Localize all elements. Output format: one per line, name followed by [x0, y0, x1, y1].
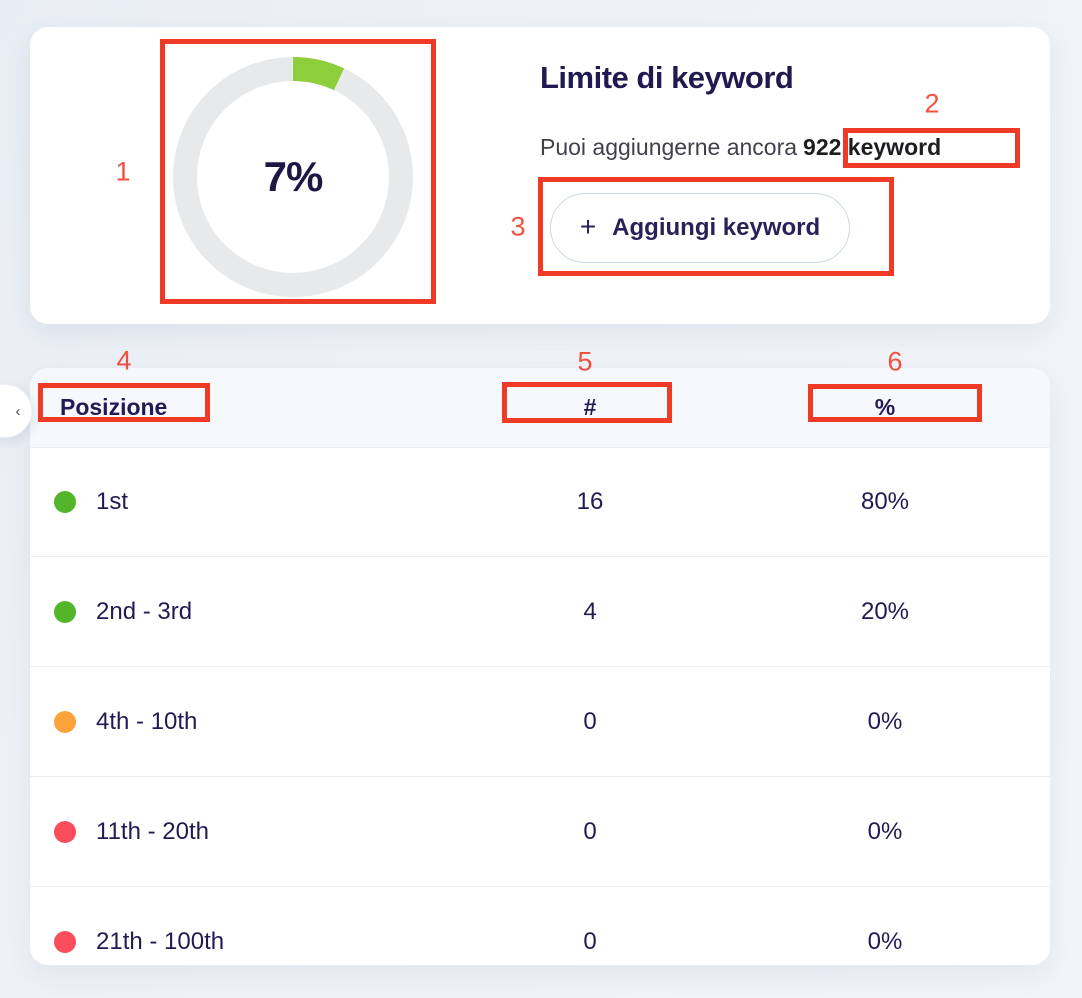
position-percent: 0%: [867, 707, 903, 735]
position-status-dot: [54, 710, 76, 733]
table-row[interactable]: 1st 16 80%: [30, 447, 1050, 557]
position-status-dot: [54, 820, 76, 843]
position-label: 21th - 100th: [96, 928, 225, 955]
chevron-left-icon: ‹: [15, 402, 21, 420]
table-row[interactable]: 11th - 20th 0 0%: [30, 777, 1050, 887]
position-count: 4: [583, 597, 597, 625]
collapse-panel-button[interactable]: ‹: [0, 384, 32, 438]
add-keyword-button-label: Aggiungi keyword: [612, 214, 821, 241]
column-header-count: #: [583, 394, 597, 420]
keyword-limit-card: 7% Limite di keyword Puoi aggiungerne an…: [30, 27, 1050, 324]
position-status-dot: [54, 490, 76, 513]
position-label: 11th - 20th: [96, 817, 209, 845]
position-percent: 0%: [867, 928, 903, 955]
keywords-remaining-text: Puoi aggiungerne ancora 922 keyword: [540, 134, 941, 161]
column-header-percent: %: [874, 394, 896, 420]
donut-svg: [173, 57, 413, 297]
card-title: Limite di keyword: [540, 60, 794, 95]
add-keyword-button[interactable]: + Aggiungi keyword: [550, 193, 850, 263]
position-percent: 20%: [860, 597, 910, 625]
donut-percent-label: 7%: [263, 153, 324, 200]
position-count: 0: [583, 928, 597, 955]
position-percent: 80%: [860, 487, 910, 515]
position-count: 0: [583, 707, 597, 735]
donut-progress-arc: [173, 57, 413, 297]
position-status-dot: [54, 600, 76, 623]
position-label: 4th - 10th: [96, 707, 198, 735]
column-header-posizione: Posizione: [60, 394, 168, 420]
position-percent: 0%: [867, 817, 903, 845]
plus-icon: +: [579, 211, 597, 242]
position-label: 2nd - 3rd: [96, 597, 193, 625]
table-row[interactable]: 2nd - 3rd 4 20%: [30, 557, 1050, 667]
position-count: 0: [583, 817, 597, 845]
table-header-row: Posizione # %: [30, 368, 1050, 447]
positions-table-card: Posizione # % 1st 16 80% 2nd - 3rd 4 20%…: [30, 368, 1050, 965]
keyword-usage-donut-chart: 7%: [173, 57, 413, 297]
subtitle-prefix: Puoi aggiungerne ancora: [540, 134, 798, 160]
table-body: 1st 16 80% 2nd - 3rd 4 20% 4th - 10th 0 …: [30, 447, 1050, 965]
table-row[interactable]: 4th - 10th 0 0%: [30, 667, 1050, 777]
position-count: 16: [576, 487, 604, 515]
position-label: 1st: [96, 487, 129, 515]
table-row[interactable]: 21th - 100th 0 0%: [30, 887, 1050, 965]
position-status-dot: [54, 931, 76, 953]
keywords-remaining-count: 922 keyword: [803, 134, 942, 160]
